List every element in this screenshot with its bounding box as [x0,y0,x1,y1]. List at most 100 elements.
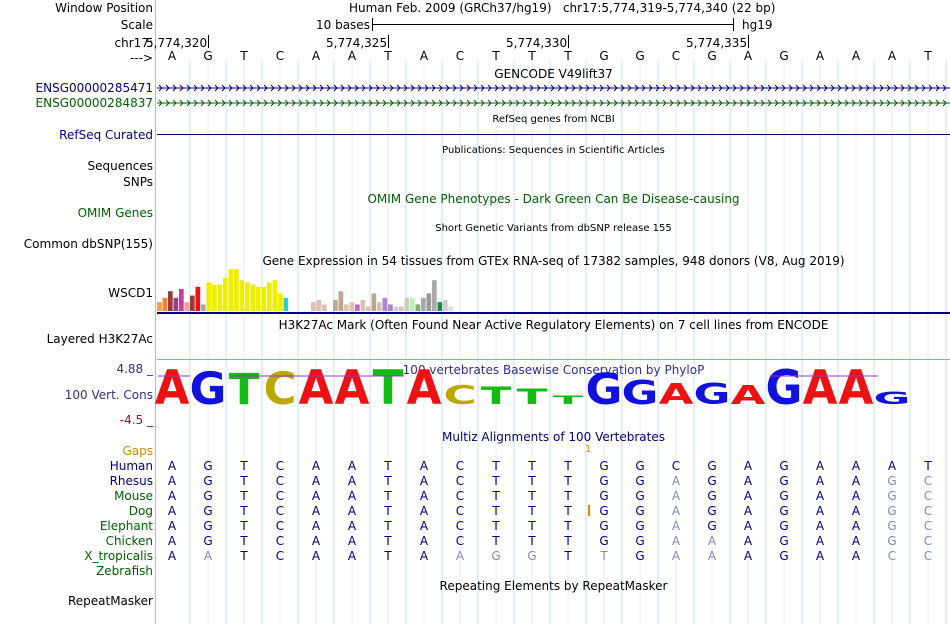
gtex-tissue-bar [399,306,404,311]
strand-chevron-icon [914,84,919,92]
species-label[interactable]: Mouse [114,489,153,503]
strand-chevron-icon [585,84,590,92]
alignment-base: A [851,474,861,488]
alignment-base: A [311,549,321,563]
strand-chevron-icon [557,84,562,92]
alignment-base: A [671,504,681,518]
alignment-base: C [275,549,285,563]
species-label[interactable]: Rhesus [109,474,153,488]
publications-label[interactable]: Sequences [87,159,153,173]
gaps-label[interactable]: Gaps [122,444,153,458]
strand-chevron-icon [795,84,800,92]
alignment-base: A [419,549,429,563]
species-label[interactable]: Elephant [99,519,153,533]
dbsnp-title: Short Genetic Variants from dbSNP releas… [435,223,672,234]
strand-chevron-icon [690,99,695,107]
strand-chevron-icon [347,99,352,107]
alignment-base: C [275,519,285,533]
alignment-base: T [924,459,932,473]
strand-chevron-icon [256,99,261,107]
strand-chevron-icon [543,84,548,92]
snps-label[interactable]: SNPs [123,175,153,189]
alignment-base: T [528,489,536,503]
alignment-base: A [815,474,825,488]
conservation-logo-letter: T [517,385,548,410]
gtex-tissue-bar [245,282,250,311]
strand-chevron-icon [823,84,828,92]
strand-chevron-icon [571,99,576,107]
strand-chevron-icon [662,99,667,107]
strand-chevron-icon [907,99,912,107]
gtex-tissue-bar [338,291,344,311]
gtex-tissue-bar [278,293,283,311]
alignment-base: T [600,549,608,563]
omim-label[interactable]: OMIM Genes [77,206,153,220]
gtex-tissue-bar [410,297,415,311]
h3k27ac-label[interactable]: Layered H3K27Ac [46,332,153,346]
alignment-base: G [203,489,213,503]
alignment-base: C [455,489,465,503]
conservation-logo-letter: T [373,360,404,415]
repeatmasker-label[interactable]: RepeatMasker [67,594,153,608]
strand-chevron-icon [753,99,758,107]
gtex-tissue-bar [190,295,195,311]
strand-chevron-icon [641,99,646,107]
strand-chevron-icon [774,99,779,107]
gtex-gene-label[interactable]: WSCD1 [108,286,153,300]
alignment-base: T [384,459,392,473]
alignment-base: G [599,474,609,488]
alignment-base: A [815,519,825,533]
strand-chevron-icon [228,99,233,107]
strand-chevron-icon [207,99,212,107]
strand-chevron-icon [501,99,506,107]
refseq-gene-line[interactable] [157,134,950,135]
species-label[interactable]: Human [109,459,153,473]
alignment-base: A [815,549,825,563]
strand-chevron-icon [823,99,828,107]
strand-chevron-icon [522,99,527,107]
alignment-base: G [887,504,897,518]
h3k27ac-title: H3K27Ac Mark (Often Found Near Active Re… [278,318,829,332]
strand-chevron-icon [522,84,527,92]
dbsnp-label[interactable]: Common dbSNP(155) [23,237,153,251]
alignment-base: A [815,459,825,473]
strand-chevron-icon [613,99,618,107]
alignment-base: T [492,489,500,503]
strand-chevron-icon [277,99,282,107]
strand-chevron-icon [368,99,373,107]
phylop-label[interactable]: 100 Vert. Cons [64,388,153,402]
strand-chevron-icon [928,84,933,92]
conservation-logo-letter: G [622,374,659,412]
gencode-title: GENCODE V49lift37 [494,67,613,81]
strand-chevron-icon [263,84,268,92]
alignment-base: T [564,549,572,563]
strand-chevron-icon [802,99,807,107]
strand-chevron-icon [221,99,226,107]
species-label[interactable]: Zebrafish [96,564,153,578]
species-label[interactable]: X_tropicalis [84,549,153,563]
base-letter: T [528,49,536,63]
species-label[interactable]: Chicken [105,534,153,548]
refseq-label[interactable]: RefSeq Curated [59,128,153,142]
gtex-tissue-bar [212,284,217,311]
gene-label-ensg285471[interactable]: ENSG00000285471 [35,81,153,95]
gene-label-ensg284837[interactable]: ENSG00000284837 [35,96,153,110]
gtex-tissue-bar [272,280,278,311]
alignment-base: G [887,519,897,533]
strand-chevron-icon [354,84,359,92]
gtex-tissue-bar [371,293,377,311]
alignment-base: G [779,549,789,563]
strand-chevron-icon [480,99,485,107]
chrom-label: chr17: [114,36,153,50]
species-label[interactable]: Dog [128,504,153,518]
ruler-tick [388,35,389,48]
base-letter: G [779,49,789,63]
strand-chevron-icon [830,99,835,107]
strand-chevron-icon [781,99,786,107]
strand-chevron-icon [550,99,555,107]
strand-chevron-icon [298,99,303,107]
insertion-marker [588,505,590,516]
